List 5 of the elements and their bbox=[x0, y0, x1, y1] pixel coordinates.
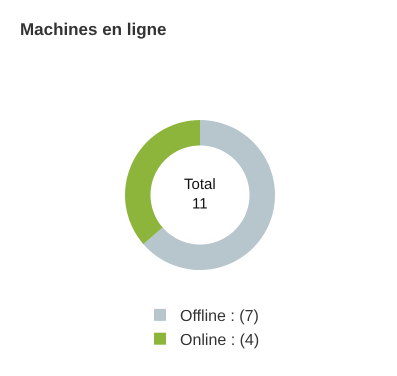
chart-title: Machines en ligne bbox=[20, 20, 166, 39]
text: Total 11 bbox=[184, 176, 216, 212]
legend-label: Online : (4) bbox=[180, 332, 260, 349]
donut-slice bbox=[143, 120, 275, 270]
legend-label: Offline : (7) bbox=[180, 308, 259, 326]
